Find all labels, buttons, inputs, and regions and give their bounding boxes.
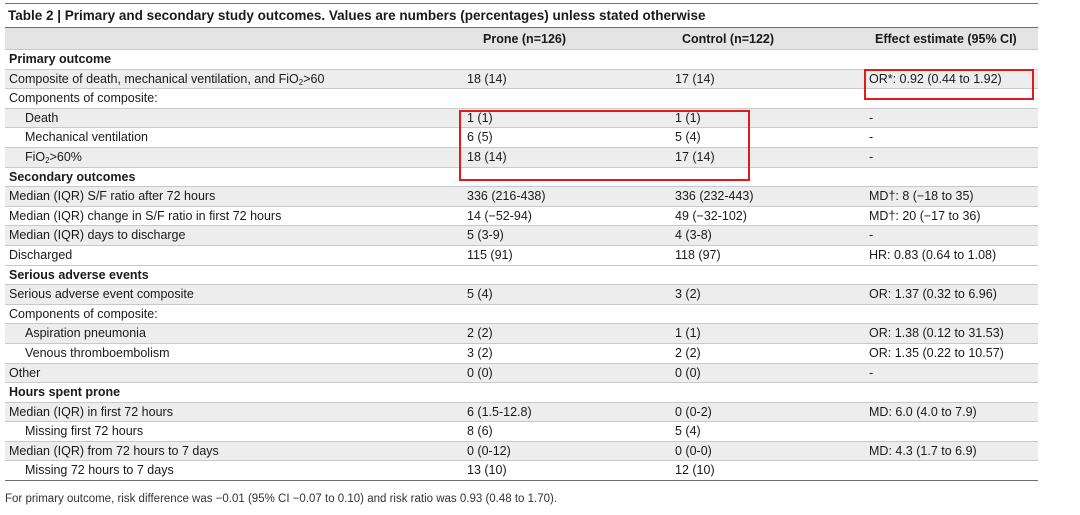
control-value: 5 (4) <box>675 130 701 145</box>
row-label: Other <box>9 365 41 380</box>
row-label: Missing 72 hours to 7 days <box>25 463 174 478</box>
row-label: FiO2>60% <box>25 149 82 165</box>
control-value: 4 (3-8) <box>675 228 712 243</box>
effect-value: OR*: 0.92 (0.44 to 1.92) <box>869 71 1002 86</box>
prone-value: 18 (14) <box>467 71 507 86</box>
effect-value: MD: 6.0 (4.0 to 7.9) <box>869 404 977 419</box>
prone-value: 3 (2) <box>467 345 493 360</box>
effect-value: - <box>869 149 874 164</box>
row-label: Components of composite: <box>9 91 158 106</box>
row-label: Discharged <box>9 247 73 262</box>
effect-value: - <box>869 228 874 243</box>
prone-value: 14 (−52-94) <box>467 208 532 223</box>
outcomes-table: Table 2 | Primary and secondary study ou… <box>5 3 1038 482</box>
table-footnote: For primary outcome, risk difference was… <box>5 493 558 505</box>
control-value: 1 (1) <box>675 326 701 341</box>
row-label: Missing first 72 hours <box>25 424 144 439</box>
prone-value: 8 (6) <box>467 424 493 439</box>
prone-value: 1 (1) <box>467 110 493 125</box>
section-serious-adverse-events: Serious adverse events <box>5 266 1038 286</box>
header-effect: Effect estimate (95% CI) <box>875 32 1017 46</box>
prone-value: 18 (14) <box>467 149 507 164</box>
table-row: Serious adverse event composite 5 (4) 3 … <box>5 285 1038 305</box>
control-value: 49 (−32-102) <box>675 208 747 223</box>
prone-value: 5 (4) <box>467 287 493 302</box>
table-row: Aspiration pneumonia 2 (2) 1 (1) OR: 1.3… <box>5 324 1038 344</box>
prone-value: 2 (2) <box>467 326 493 341</box>
table-row: Other 0 (0) 0 (0) - <box>5 363 1038 384</box>
control-value: 1 (1) <box>675 110 701 125</box>
table-row: Median (IQR) days to discharge 5 (3-9) 4… <box>5 226 1038 246</box>
prone-value: 115 (91) <box>467 247 513 262</box>
table-row: FiO2>60% 18 (14) 17 (14) - <box>5 147 1038 168</box>
row-label: Median (IQR) S/F ratio after 72 hours <box>9 189 216 204</box>
row-label: Death <box>25 110 59 125</box>
prone-value: 5 (3-9) <box>467 228 504 243</box>
effect-value: - <box>869 110 874 125</box>
header-control: Control (n=122) <box>682 32 775 46</box>
control-value: 17 (14) <box>675 149 715 164</box>
table-row: Venous thromboembolism 3 (2) 2 (2) OR: 1… <box>5 344 1038 364</box>
control-value: 3 (2) <box>675 287 701 302</box>
effect-value: OR: 1.38 (0.12 to 31.53) <box>869 326 1004 341</box>
effect-value: OR: 1.37 (0.32 to 6.96) <box>869 287 997 302</box>
table-row: Median (IQR) from 72 hours to 7 days 0 (… <box>5 441 1038 462</box>
row-label: Venous thromboembolism <box>25 345 170 360</box>
table-row: Median (IQR) S/F ratio after 72 hours 33… <box>5 187 1038 207</box>
row-label: Components of composite: <box>9 306 158 321</box>
control-value: 5 (4) <box>675 424 701 439</box>
section-primary-outcome: Primary outcome <box>5 50 1038 70</box>
effect-value: MD†: 8 (−18 to 35) <box>869 189 974 204</box>
prone-value: 336 (216-438) <box>467 189 546 204</box>
section-label: Serious adverse events <box>9 267 149 282</box>
effect-value: HR: 0.83 (0.64 to 1.08) <box>869 247 997 262</box>
table-row: Mechanical ventilation 6 (5) 5 (4) - <box>5 128 1038 148</box>
table-row: Composite of death, mechanical ventilati… <box>5 69 1038 90</box>
table-row: Median (IQR) in first 72 hours 6 (1.5-12… <box>5 402 1038 423</box>
control-value: 336 (232-443) <box>675 189 754 204</box>
section-label: Primary outcome <box>9 52 112 66</box>
header-prone: Prone (n=126) <box>483 32 567 46</box>
row-label: Median (IQR) change in S/F ratio in firs… <box>9 208 282 223</box>
table-row: Missing first 72 hours 8 (6) 5 (4) <box>5 422 1038 442</box>
control-value: 0 (0-2) <box>675 404 712 419</box>
row-label: Composite of death, mechanical ventilati… <box>9 71 325 87</box>
table-row: Death 1 (1) 1 (1) - <box>5 108 1038 129</box>
prone-value: 6 (5) <box>467 130 493 145</box>
row-label: Mechanical ventilation <box>25 130 148 145</box>
section-hours-spent-prone: Hours spent prone <box>5 383 1038 403</box>
table-row: Missing 72 hours to 7 days 13 (10) 12 (1… <box>5 461 1038 482</box>
table-title: Table 2 | Primary and secondary study ou… <box>5 3 1038 28</box>
control-value: 17 (14) <box>675 71 715 86</box>
effect-value: MD: 4.3 (1.7 to 6.9) <box>869 443 977 458</box>
row-label: Median (IQR) in first 72 hours <box>9 404 173 419</box>
prone-value: 13 (10) <box>467 463 507 478</box>
prone-value: 6 (1.5-12.8) <box>467 404 532 419</box>
control-value: 12 (10) <box>675 463 715 478</box>
row-label: Aspiration pneumonia <box>25 326 146 341</box>
control-value: 2 (2) <box>675 345 701 360</box>
table-row: Components of composite: <box>5 89 1038 109</box>
table-row: Components of composite: <box>5 305 1038 325</box>
control-value: 0 (0-0) <box>675 443 712 458</box>
section-label: Secondary outcomes <box>9 169 136 184</box>
effect-value: - <box>869 130 874 145</box>
table-row: Median (IQR) change in S/F ratio in firs… <box>5 207 1038 227</box>
prone-value: 0 (0) <box>467 365 493 380</box>
prone-value: 0 (0-12) <box>467 443 511 458</box>
effect-value: MD†: 20 (−17 to 36) <box>869 208 981 223</box>
row-label: Median (IQR) days to discharge <box>9 228 186 243</box>
section-secondary-outcomes: Secondary outcomes <box>5 168 1038 188</box>
effect-value: OR: 1.35 (0.22 to 10.57) <box>869 345 1004 360</box>
table-row: Discharged 115 (91) 118 (97) HR: 0.83 (0… <box>5 246 1038 266</box>
row-label: Median (IQR) from 72 hours to 7 days <box>9 443 219 458</box>
row-label: Serious adverse event composite <box>9 287 194 302</box>
effect-value: - <box>869 365 874 380</box>
table-header-row: Prone (n=126) Control (n=122) Effect est… <box>5 28 1038 50</box>
control-value: 118 (97) <box>675 247 721 262</box>
control-value: 0 (0) <box>675 365 701 380</box>
section-label: Hours spent prone <box>9 385 121 400</box>
